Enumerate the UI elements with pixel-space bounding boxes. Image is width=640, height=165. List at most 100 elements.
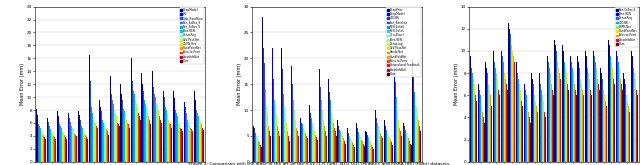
Bar xyxy=(501,51,502,162)
Bar xyxy=(57,111,58,162)
Bar xyxy=(123,105,124,162)
Bar xyxy=(612,73,614,162)
Bar xyxy=(473,79,474,162)
Bar xyxy=(141,73,142,162)
Bar xyxy=(583,95,584,162)
Bar xyxy=(520,95,522,162)
Bar xyxy=(606,106,607,162)
Bar xyxy=(174,98,175,162)
Bar xyxy=(76,136,77,162)
Bar xyxy=(170,124,171,162)
Bar xyxy=(158,110,159,162)
Bar xyxy=(161,123,162,162)
Bar xyxy=(479,90,480,162)
Bar xyxy=(493,56,495,162)
Bar xyxy=(536,106,537,162)
Bar xyxy=(620,79,621,162)
Bar xyxy=(120,84,121,162)
Bar xyxy=(634,73,635,162)
Bar xyxy=(90,81,91,162)
Bar xyxy=(200,122,201,162)
Y-axis label: Mean Error (mm): Mean Error (mm) xyxy=(237,63,242,105)
Bar xyxy=(95,124,96,162)
Bar xyxy=(194,91,195,162)
Bar xyxy=(169,123,170,162)
Bar xyxy=(72,128,73,162)
Bar xyxy=(624,79,625,162)
Bar xyxy=(48,122,49,162)
Bar xyxy=(553,95,554,162)
Bar xyxy=(558,67,559,162)
Bar xyxy=(526,95,527,162)
Bar xyxy=(156,104,157,162)
Bar xyxy=(609,51,611,162)
Bar xyxy=(534,95,535,162)
Bar xyxy=(143,91,144,162)
Bar xyxy=(571,62,572,162)
Bar xyxy=(557,62,558,162)
Bar xyxy=(160,120,161,162)
Bar xyxy=(565,67,566,162)
Bar xyxy=(527,106,528,162)
Bar xyxy=(201,124,202,162)
Bar xyxy=(598,84,599,162)
Bar xyxy=(50,128,51,162)
Bar xyxy=(512,51,513,162)
Bar xyxy=(45,139,46,162)
Bar xyxy=(541,90,542,162)
Bar xyxy=(551,84,552,162)
Bar xyxy=(164,104,166,162)
Bar xyxy=(556,51,557,162)
Bar xyxy=(498,84,499,162)
Y-axis label: Mean Error (mm): Mean Error (mm) xyxy=(454,63,459,105)
Bar xyxy=(547,56,548,162)
Bar xyxy=(528,112,529,162)
Bar xyxy=(83,131,84,162)
Bar xyxy=(487,73,488,162)
Bar xyxy=(559,73,560,162)
Bar xyxy=(586,62,588,162)
Bar xyxy=(78,111,79,162)
Bar xyxy=(159,116,160,162)
Bar xyxy=(49,126,50,162)
Bar xyxy=(477,79,478,162)
Bar xyxy=(597,79,598,162)
Bar xyxy=(96,126,97,162)
Bar xyxy=(116,120,117,162)
Bar xyxy=(133,91,134,162)
Bar xyxy=(136,104,137,162)
Bar xyxy=(54,137,55,162)
Bar xyxy=(37,115,38,162)
Bar xyxy=(100,107,101,162)
Bar xyxy=(573,79,574,162)
Bar xyxy=(508,23,509,162)
Bar xyxy=(79,115,80,162)
Bar xyxy=(506,84,507,162)
Bar xyxy=(549,67,550,162)
Bar xyxy=(52,135,53,162)
Bar xyxy=(552,90,553,162)
Bar xyxy=(189,126,190,162)
Bar xyxy=(112,100,113,162)
Bar xyxy=(163,91,164,162)
Bar xyxy=(176,113,177,162)
Bar xyxy=(152,71,153,162)
Bar xyxy=(608,40,609,162)
Bar xyxy=(599,90,600,162)
Bar xyxy=(619,67,620,162)
Bar xyxy=(168,120,169,162)
Bar xyxy=(113,107,115,162)
Bar xyxy=(627,101,628,162)
Bar xyxy=(81,126,82,162)
Bar xyxy=(545,117,546,162)
Bar xyxy=(532,79,533,162)
Bar xyxy=(554,40,555,162)
Bar xyxy=(138,113,139,162)
Bar xyxy=(504,73,505,162)
Bar xyxy=(122,100,123,162)
Bar xyxy=(635,79,636,162)
Y-axis label: Mean Error (mm): Mean Error (mm) xyxy=(20,63,25,105)
Bar xyxy=(82,128,83,162)
Legend: DeepPrior, DeepModel, 3DCNN, Sun_Baseline, REN-4x6x6, RCN-3x5x5, OccuPose+, Pose: DeepPrior, DeepModel, 3DCNN, Sun_Baselin… xyxy=(387,7,421,77)
Legend: Non-5xBox-S, Pose-REN, DenseReg, 3DCNN, SHPR-Net, HandPointNet, Point-to-Point, : Non-5xBox-S, Pose-REN, DenseReg, 3DCNN, … xyxy=(615,7,638,47)
